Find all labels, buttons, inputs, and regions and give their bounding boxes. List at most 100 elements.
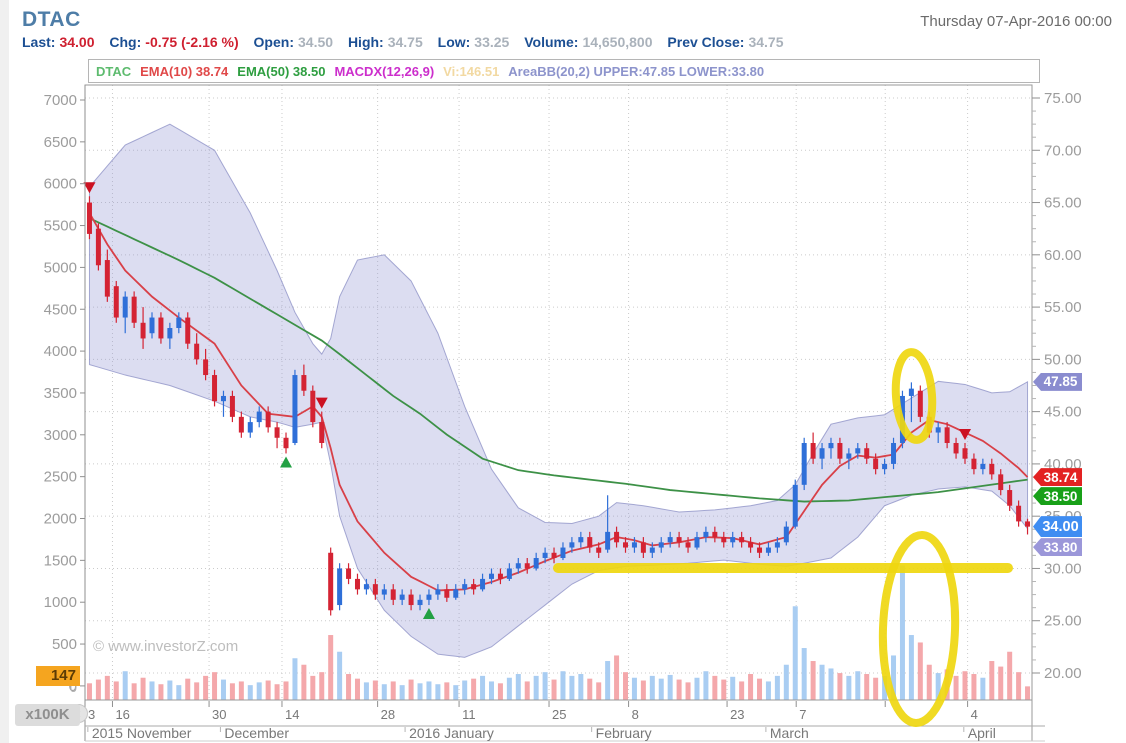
volume-bar xyxy=(828,668,834,700)
volume-bar xyxy=(864,674,870,700)
candle xyxy=(453,589,459,598)
candle xyxy=(721,537,727,543)
candle xyxy=(757,547,763,553)
volume-axis-label: 1500 xyxy=(44,552,77,569)
x-axis-day-label: 8 xyxy=(632,707,639,722)
price-axis-label: 65.00 xyxy=(1044,195,1082,212)
volume-bar xyxy=(658,678,664,700)
quote-last: Last: 34.00 xyxy=(22,34,95,50)
candle xyxy=(274,427,280,438)
candle xyxy=(971,458,977,470)
watermark: © www.investorZ.com xyxy=(93,638,239,655)
volume-bar xyxy=(953,675,959,700)
volume-bar xyxy=(480,675,486,700)
axes: 75.0070.0065.0060.0055.0050.0045.0040.00… xyxy=(44,84,1082,742)
candle xyxy=(444,589,450,598)
candle xyxy=(774,542,780,548)
volume-bar xyxy=(899,565,905,700)
candle xyxy=(739,537,745,543)
candle xyxy=(229,395,235,417)
candle xyxy=(372,584,378,595)
candle xyxy=(435,589,441,595)
volume-bar xyxy=(569,675,575,700)
volume-bar xyxy=(328,635,334,700)
candle xyxy=(560,547,566,558)
candle xyxy=(381,589,387,595)
quote-volume: Volume: 14,650,800 xyxy=(524,34,653,50)
candle xyxy=(712,531,718,538)
volume-bar xyxy=(989,661,995,700)
candle xyxy=(533,558,539,569)
candle xyxy=(676,537,682,543)
volume-bar xyxy=(220,679,226,700)
price-axis-label: 70.00 xyxy=(1044,142,1082,159)
quote-prev-close: Prev Close: 34.75 xyxy=(667,34,784,50)
price-axis-label: 55.00 xyxy=(1044,299,1082,316)
volume-axis-label: 7000 xyxy=(44,92,77,109)
candle xyxy=(176,317,182,328)
candle xyxy=(265,411,271,428)
candle xyxy=(399,594,405,600)
volume-bar xyxy=(390,681,396,700)
volume-bar xyxy=(274,684,280,700)
candle xyxy=(748,542,754,548)
volume-bar xyxy=(140,677,146,700)
volume-bar xyxy=(783,664,789,700)
volume-bar xyxy=(962,671,968,700)
sell-marker-icon xyxy=(315,397,328,409)
candle xyxy=(819,448,825,459)
volume-axis-label: 4500 xyxy=(44,301,77,318)
volume-axis-label: 2500 xyxy=(44,469,77,486)
candle xyxy=(301,375,307,391)
candle xyxy=(328,552,334,611)
candle xyxy=(1007,490,1013,506)
buy-marker-icon xyxy=(280,456,293,468)
volume-axis-zero-label: 0 xyxy=(70,680,77,695)
volume-bar xyxy=(810,661,816,700)
volume-bar xyxy=(122,671,128,700)
candle xyxy=(578,537,584,543)
volume-bar xyxy=(426,681,432,700)
volume-bar xyxy=(310,675,316,700)
candle xyxy=(149,317,155,334)
volume-bar xyxy=(238,681,244,700)
volume-bar xyxy=(176,685,182,700)
volume-bar xyxy=(488,681,494,700)
candle xyxy=(292,375,298,443)
volume-axis-label: 6000 xyxy=(44,176,77,193)
legend-item-areabb: AreaBB(20,2) UPPER:47.85 LOWER:33.80 xyxy=(508,63,765,79)
volume-bar xyxy=(667,674,673,700)
candle xyxy=(194,343,200,360)
candle xyxy=(605,531,611,550)
price-badge-38-74: 38.74 xyxy=(1033,468,1082,487)
candle xyxy=(203,359,209,376)
indicator-legend: DTAC EMA(10) 38.74 EMA(50) 38.50 MACDX(1… xyxy=(88,59,1040,83)
volume-bar xyxy=(971,674,977,700)
candle xyxy=(882,463,888,470)
candle xyxy=(935,427,941,433)
x-axis-day-label: 7 xyxy=(799,707,806,722)
price-axis-label: 25.00 xyxy=(1044,613,1082,630)
candle xyxy=(256,411,262,423)
page-edge-strip xyxy=(0,0,9,743)
ema50-line xyxy=(89,217,1028,503)
candle xyxy=(551,552,557,558)
volume-bar xyxy=(980,677,986,700)
price-badge-47-85: 47.85 xyxy=(1033,372,1082,391)
volume-bar xyxy=(1016,672,1022,700)
price-circle-highlight xyxy=(891,348,937,444)
volume-bar xyxy=(631,677,637,700)
volume-bar xyxy=(247,685,253,700)
price-badge-38-50: 38.50 xyxy=(1033,487,1082,506)
candle xyxy=(185,317,191,344)
volume-bar xyxy=(596,682,602,700)
volume-bar xyxy=(212,672,218,700)
volume-axis-label: 4000 xyxy=(44,343,77,360)
candle xyxy=(908,388,914,396)
legend-item-symbol: DTAC xyxy=(96,63,132,79)
candle xyxy=(363,584,369,590)
volume-bar xyxy=(908,635,914,700)
volume-bar xyxy=(515,674,521,700)
x-axis-day-label: 11 xyxy=(462,707,476,722)
